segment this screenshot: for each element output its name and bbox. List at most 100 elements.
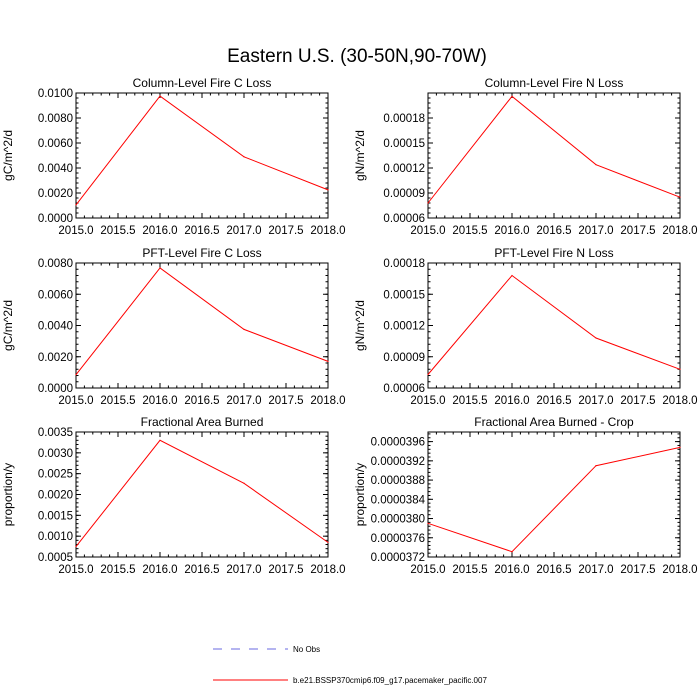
series-line-1: [75, 439, 329, 547]
series-line-1: [75, 95, 329, 206]
x-tick-label: 2016.0: [142, 395, 177, 407]
y-axis-label: proportion/y: [1, 463, 15, 526]
data-point: [75, 545, 77, 548]
y-tick-label: 0.0010: [38, 531, 73, 543]
x-tick-label: 2015.5: [452, 564, 487, 576]
x-tick-label: 2017.5: [268, 564, 303, 576]
y-tick-label: 0.0000380: [371, 514, 425, 526]
x-tick-label: 2015.0: [410, 395, 445, 407]
data-point: [595, 164, 597, 166]
y-tick-label: 0.0040: [38, 163, 73, 175]
y-tick-label: 0.0000: [38, 383, 73, 395]
y-tick-label: 0.00009: [383, 188, 425, 200]
y-tick-label: 0.0100: [38, 88, 73, 100]
data-point: [159, 439, 161, 441]
x-tick-label: 2016.0: [494, 395, 529, 407]
y-tick-label: 0.0030: [38, 448, 73, 460]
y-tick-label: 0.0005: [38, 552, 73, 564]
y-tick-label: 0.00012: [383, 163, 425, 175]
y-tick-label: 0.0000372: [371, 552, 425, 564]
y-tick-label: 0.00018: [383, 258, 425, 270]
x-tick-label: 2016.5: [536, 225, 571, 237]
legend-model-label: b.e21.BSSP370cmip6.f09_g17.pacemaker_pac…: [293, 676, 487, 685]
x-tick-label: 2017.0: [226, 225, 261, 237]
x-tick-label: 2016.0: [494, 225, 529, 237]
data-point: [327, 189, 329, 191]
x-tick-label: 2015.5: [452, 395, 487, 407]
data-point: [511, 551, 513, 553]
panel-title: PFT-Level Fire C Loss: [142, 246, 261, 260]
y-tick-label: 0.0020: [38, 352, 73, 364]
y-axis-label: gN/m^2/d: [353, 130, 367, 181]
legend-no-obs-label: No Obs: [293, 645, 320, 654]
series-line-1: [427, 95, 681, 204]
x-tick-label: 2016.5: [184, 225, 219, 237]
legend: No Obs b.e21.BSSP370cmip6.f09_g17.pacema…: [213, 645, 487, 685]
data-point: [159, 267, 161, 269]
y-tick-label: 0.0035: [38, 427, 73, 439]
data-point: [243, 482, 245, 484]
x-tick-label: 2017.0: [226, 564, 261, 576]
data-point: [511, 95, 513, 97]
x-tick-label: 2015.5: [100, 395, 135, 407]
y-tick-label: 0.0000376: [371, 533, 425, 545]
series-line-1: [427, 274, 681, 375]
data-point: [595, 465, 597, 467]
plot-frame: [75, 431, 329, 558]
y-tick-label: 0.0015: [38, 510, 73, 522]
x-tick-label: 2017.5: [620, 395, 655, 407]
plot-frame: [427, 431, 681, 558]
data-point: [679, 196, 681, 198]
data-point: [159, 95, 161, 97]
x-tick-label: 2016.5: [184, 395, 219, 407]
x-tick-label: 2016.5: [536, 564, 571, 576]
y-tick-label: 0.0060: [38, 289, 73, 301]
panel-title: Column-Level Fire C Loss: [133, 76, 272, 90]
panel-6: Fractional Area Burned - Crop 2015.0 2015.…: [353, 415, 698, 576]
x-tick-label: 2017.0: [226, 395, 261, 407]
y-tick-label: 0.00006: [383, 383, 425, 395]
panels-group: Column-Level Fire C Loss 2015.0 2015.5 2016…: [1, 76, 698, 576]
data-point: [75, 374, 77, 376]
x-tick-label: 2017.0: [578, 564, 613, 576]
x-tick-label: 2016.0: [142, 225, 177, 237]
x-tick-label: 2017.5: [268, 225, 303, 237]
x-tick-label: 2018.0: [662, 395, 697, 407]
y-axis-label: gC/m^2/d: [1, 300, 15, 351]
x-tick-label: 2017.0: [578, 395, 613, 407]
data-point: [511, 274, 513, 277]
x-tick-label: 2017.0: [578, 225, 613, 237]
x-tick-label: 2018.0: [310, 564, 345, 576]
x-tick-label: 2018.0: [662, 564, 697, 576]
x-tick-label: 2015.0: [410, 225, 445, 237]
panel-title: Fractional Area Burned - Crop: [474, 415, 634, 429]
y-tick-label: 0.0000384: [371, 494, 426, 506]
data-point: [243, 328, 245, 331]
panel-3: PFT-Level Fire C Loss 2015.0 2015.5 2016.0 2…: [1, 246, 346, 407]
y-tick-label: 0.0020: [38, 490, 73, 502]
x-tick-label: 2015.0: [58, 564, 93, 576]
panel-5: Fractional Area Burned 2015.0 2015.5 2016.0…: [1, 415, 346, 576]
panel-title: PFT-Level Fire N Loss: [494, 246, 613, 260]
plot-frame: [75, 262, 329, 389]
data-point: [75, 204, 77, 206]
y-tick-label: 0.0080: [38, 113, 73, 125]
data-point: [427, 373, 429, 376]
y-tick-label: 0.0040: [38, 321, 73, 333]
data-point: [595, 337, 597, 339]
y-axis-label: proportion/y: [353, 463, 367, 526]
y-tick-label: 0.0020: [38, 188, 73, 200]
panel-2: Column-Level Fire N Loss 2015.0 2015.5 2016…: [353, 76, 698, 237]
y-tick-label: 0.00012: [383, 321, 425, 333]
series-line-1: [75, 267, 329, 376]
data-point: [679, 446, 681, 448]
x-tick-label: 2018.0: [310, 225, 345, 237]
series-line-1: [427, 446, 681, 553]
y-axis-label: gC/m^2/d: [1, 130, 15, 181]
y-tick-label: 0.00018: [383, 113, 425, 125]
x-tick-label: 2018.0: [310, 395, 345, 407]
y-tick-label: 0.0000: [38, 213, 73, 225]
y-tick-label: 0.00009: [383, 352, 425, 364]
x-tick-label: 2016.5: [184, 564, 219, 576]
